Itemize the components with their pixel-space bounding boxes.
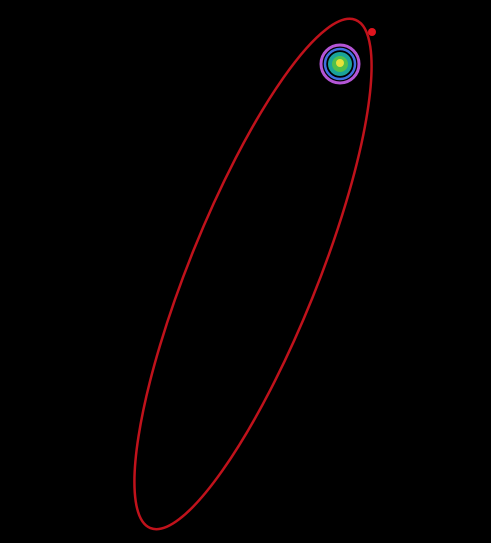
- space-background: [0, 0, 491, 543]
- outer-ring: [319, 43, 361, 85]
- sun: [336, 59, 344, 67]
- inner-system: [319, 43, 361, 85]
- ring: [323, 47, 357, 81]
- orbiting-body: [368, 28, 376, 36]
- orbit-path: [133, 17, 373, 531]
